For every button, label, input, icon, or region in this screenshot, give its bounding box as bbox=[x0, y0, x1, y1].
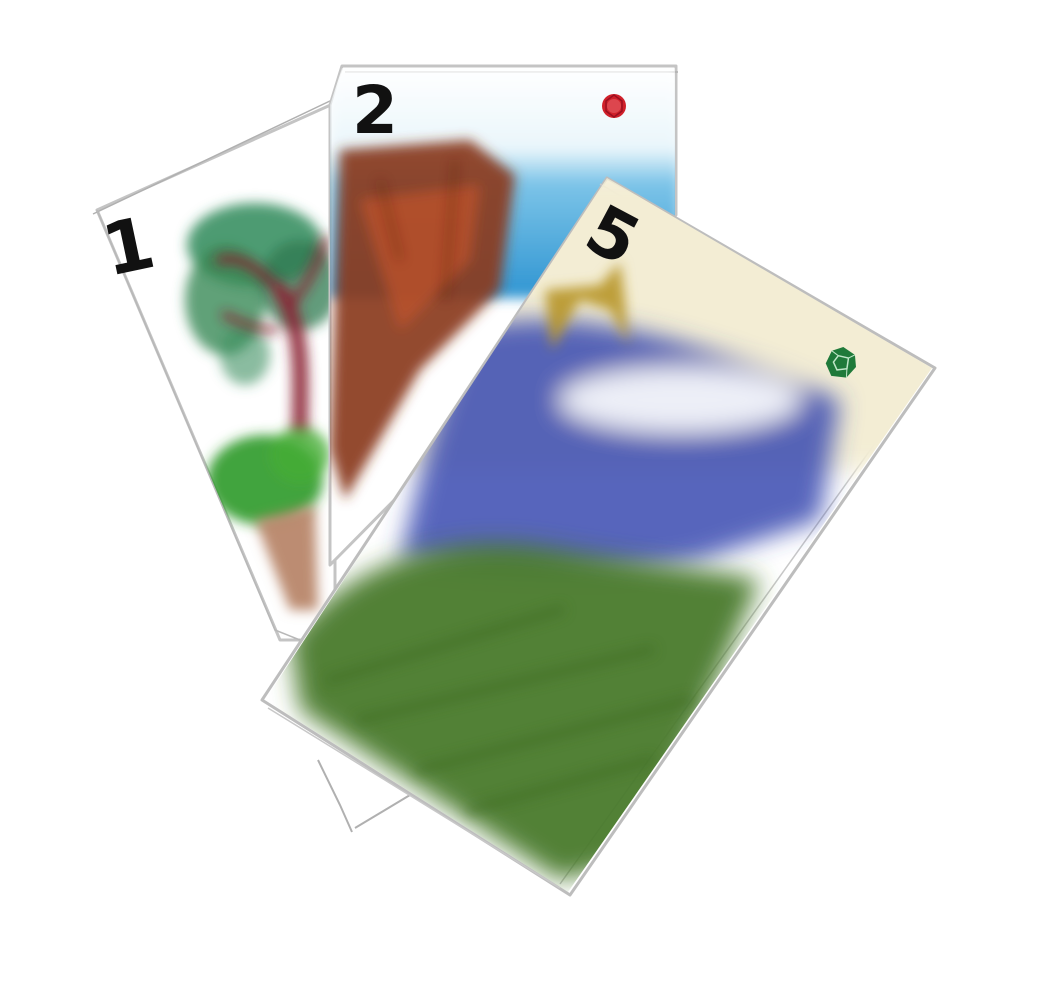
card-2-number: 2 bbox=[352, 72, 398, 149]
card-1: 1 bbox=[92, 99, 337, 642]
card-5-sketch-line-2 bbox=[267, 707, 561, 889]
card-sketch-line-bottom bbox=[317, 759, 353, 833]
card-1-sketch-line-2 bbox=[96, 209, 301, 641]
ruby-gem-icon bbox=[602, 94, 626, 118]
card-1-art bbox=[185, 203, 330, 610]
sun-icon bbox=[545, 262, 628, 350]
card-sketch-line-bottom-2 bbox=[354, 794, 411, 829]
emerald-gem-icon bbox=[825, 347, 856, 378]
card-1-sketch-line bbox=[92, 99, 333, 215]
